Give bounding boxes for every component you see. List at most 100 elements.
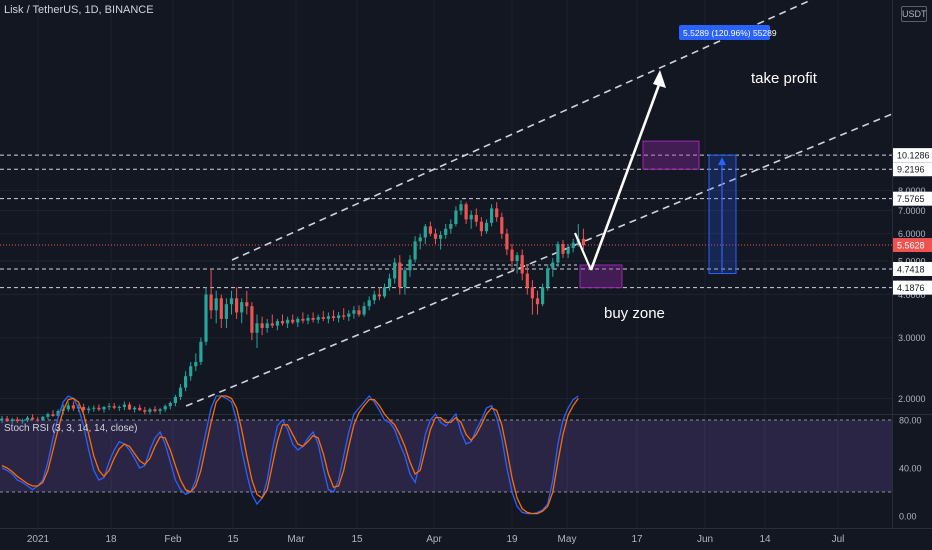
candle-body — [291, 319, 295, 323]
level-price-label: 9.2196 — [897, 165, 925, 175]
candle-body — [301, 318, 305, 321]
candle-body — [321, 317, 325, 319]
indicator-title[interactable]: Stoch RSI (3, 3, 14, 14, close) — [4, 423, 138, 434]
candle-body — [403, 270, 407, 288]
candle-body — [148, 409, 152, 412]
candle-body — [209, 294, 213, 311]
buy-zone-label: buy zone — [604, 305, 665, 322]
target-zone-box — [642, 140, 700, 170]
candle-body — [454, 210, 458, 224]
candle-body — [479, 221, 483, 232]
level-price-badge — [893, 148, 932, 163]
candle-body — [286, 319, 290, 324]
candle-body — [372, 294, 376, 301]
stoch-k-line — [1, 394, 579, 515]
candle-body — [505, 233, 509, 250]
symbol-title[interactable]: Lisk / TetherUS, 1D, BINANCE — [4, 4, 154, 16]
candle-body — [551, 262, 555, 269]
candle-body — [10, 419, 14, 422]
candle-body — [413, 241, 417, 260]
time-tick-label: Apr — [426, 534, 442, 545]
level-price-badge — [893, 261, 932, 276]
candle-body — [484, 222, 489, 232]
candle-body — [337, 315, 341, 318]
candle-body — [168, 403, 172, 407]
level-price-label: 4.7418 — [897, 264, 925, 274]
candle-body — [525, 273, 529, 288]
candle-body — [31, 417, 35, 420]
candle-body — [270, 323, 274, 326]
candle-body — [459, 204, 463, 211]
candle-body — [265, 323, 269, 328]
candle-body — [280, 321, 285, 324]
candle-body — [342, 315, 346, 317]
trade-path-arrows — [573, 70, 726, 273]
candle-body — [178, 387, 183, 397]
candle-body — [107, 406, 111, 408]
time-tick-label: May — [558, 534, 577, 545]
time-tick-label: 18 — [105, 534, 117, 545]
candle-body — [245, 302, 249, 307]
horizontal-levels — [0, 154, 892, 289]
candle-body — [352, 310, 356, 314]
rsi-tick-label: 80.00 — [899, 416, 922, 426]
candle-body — [469, 214, 473, 220]
measure-label: 5.5289 (120.96%) 55289 — [683, 28, 777, 38]
candle-body — [377, 294, 381, 297]
candle-body — [311, 317, 315, 320]
time-tick-label: Jun — [697, 534, 713, 545]
candle-body — [173, 396, 177, 404]
candle-body — [133, 407, 137, 410]
candle-body — [122, 404, 126, 407]
pane-separator — [0, 0, 932, 529]
price-axis: 2.0000 3.0000 4.0000 5.0000 6.0000 7.0000 8.00… — [893, 148, 932, 522]
candle-body — [510, 249, 514, 262]
candle-body — [556, 244, 560, 263]
level-price-badge — [893, 280, 932, 295]
candle-body — [393, 262, 397, 279]
candle-body — [464, 204, 468, 220]
stoch-rsi-band — [0, 419, 892, 493]
candle-body — [112, 406, 116, 408]
candle-body — [561, 244, 565, 254]
up-arrow-line — [589, 81, 662, 271]
stoch-d-line — [1, 395, 579, 515]
candle-body — [306, 317, 310, 321]
candle-body — [117, 406, 121, 408]
rsi-tick-label: 0.00 — [899, 512, 917, 522]
candle-body — [102, 406, 106, 410]
candle-body — [535, 298, 540, 305]
candle-body — [214, 298, 218, 311]
candle-body — [581, 238, 585, 246]
candle-body — [571, 242, 575, 249]
candle-body — [433, 233, 438, 239]
rsi-tick-label: 40.00 — [899, 464, 922, 474]
time-tick-label: 2021 — [27, 534, 50, 545]
candle-body — [46, 414, 50, 417]
currency-button[interactable]: USDT — [901, 6, 927, 22]
candle-body — [20, 420, 24, 422]
candle-body — [41, 416, 45, 421]
buy-zone-box — [579, 264, 623, 289]
price-tick-label: 3.0000 — [898, 333, 926, 343]
take-profit-label: take profit — [751, 70, 818, 87]
candle-body — [25, 417, 30, 421]
time-tick-label: Feb — [164, 534, 182, 545]
price-tick-label: 2.0000 — [898, 394, 926, 404]
candle-body — [260, 323, 264, 328]
candle-body — [199, 341, 203, 363]
candle-body — [153, 409, 157, 411]
candle-body — [5, 418, 9, 422]
level-price-badge — [893, 162, 932, 177]
candle-body — [229, 298, 234, 305]
price-tick-label: 4.0000 — [898, 290, 926, 300]
candle-body — [158, 409, 162, 411]
stoch-rsi-lines — [1, 394, 579, 515]
price-tick-label: 7.0000 — [898, 206, 926, 216]
candle-body — [189, 366, 193, 377]
candle-body — [51, 414, 55, 416]
candle-body — [275, 321, 279, 326]
candle-body — [423, 226, 427, 238]
candle-body — [520, 255, 524, 274]
